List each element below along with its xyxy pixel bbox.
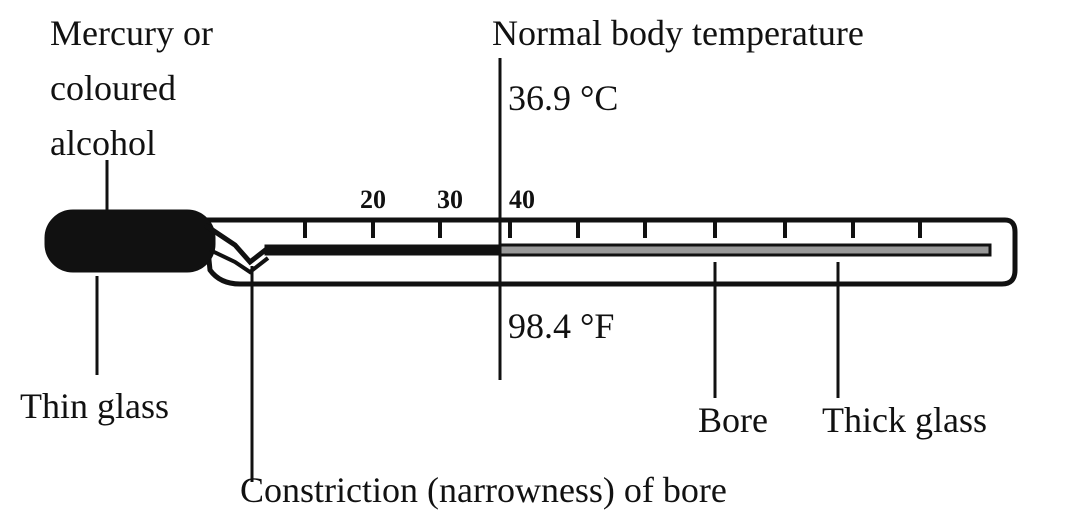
celsius-reading: 36.9 °C — [508, 78, 618, 118]
constriction-inner — [209, 248, 270, 275]
thin-glass-label: Thin glass — [20, 386, 169, 426]
constriction — [203, 222, 270, 266]
liquid-label: coloured — [50, 68, 176, 108]
title: Normal body temperature — [492, 13, 864, 53]
scale-label: 20 — [360, 185, 386, 214]
leader-lines — [95, 58, 840, 482]
scale-ticks — [303, 222, 922, 238]
bore-mercury — [264, 244, 501, 256]
bore-label: Bore — [698, 400, 768, 440]
thick-glass-label: Thick glass — [822, 400, 987, 440]
bore-empty — [498, 243, 992, 257]
bulb — [44, 209, 216, 273]
liquid-label: Mercury or — [50, 13, 213, 53]
fahrenheit-reading: 98.4 °F — [508, 306, 614, 346]
scale-label: 40 — [509, 185, 535, 214]
constriction-label: Constriction (narrowness) of bore — [240, 470, 727, 510]
scale-label: 30 — [437, 185, 463, 214]
liquid-label: alcohol — [50, 123, 156, 163]
